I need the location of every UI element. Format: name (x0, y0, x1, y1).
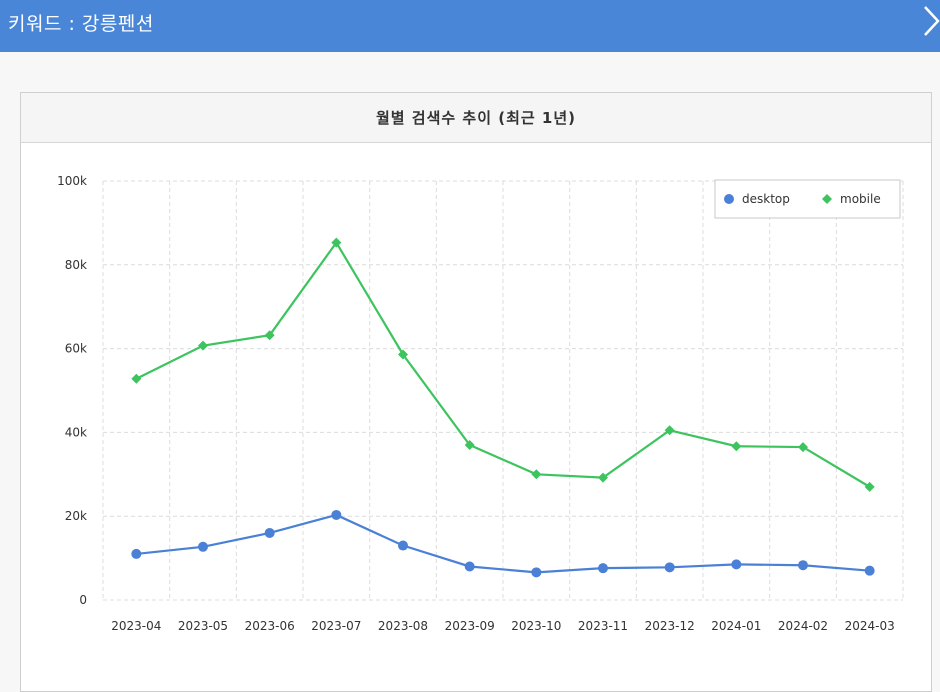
mobile-point (464, 439, 475, 450)
x-tick-label: 2023-08 (378, 619, 428, 633)
desktop-point (531, 567, 542, 578)
mobile-point (198, 340, 208, 351)
mobile-point (731, 441, 742, 452)
x-tick-label: 2023-05 (178, 619, 228, 633)
chevron-right-icon[interactable] (922, 4, 940, 38)
legend-box (714, 179, 901, 219)
mobile-point (531, 469, 542, 480)
desktop-point (398, 540, 408, 551)
desktop-point (198, 541, 208, 552)
x-tick-label: 2023-07 (311, 619, 361, 633)
desktop-point (264, 527, 275, 538)
desktop-point (731, 559, 742, 570)
mobile-legend-marker (822, 194, 832, 204)
y-tick-label: 80k (65, 258, 87, 272)
x-tick-label: 2023-11 (578, 619, 628, 633)
x-tick-label: 2023-04 (111, 619, 161, 633)
desktop-point (798, 560, 808, 571)
y-tick-label: 40k (65, 425, 87, 439)
mobile-legend-label: mobile (840, 192, 881, 206)
mobile-point (264, 330, 275, 341)
mobile-line (135, 240, 871, 488)
y-tick-label: 60k (65, 342, 87, 356)
y-tick-label: 20k (65, 509, 87, 523)
mobile-point (798, 442, 808, 453)
x-tick-label: 2023-10 (511, 619, 561, 633)
chart-title: 월별 검색수 추이 (최근 1년) (375, 109, 577, 127)
y-tick-label: 0 (79, 593, 87, 607)
desktop-point (131, 548, 142, 559)
desktop-legend-marker (724, 194, 734, 204)
chart-panel-header: 월별 검색수 추이 (최근 1년) (21, 93, 931, 143)
desktop-point (864, 565, 875, 576)
desktop-point (598, 563, 608, 574)
x-tick-label: 2024-03 (845, 619, 895, 633)
x-tick-label: 2024-01 (711, 619, 761, 633)
chart-panel: 월별 검색수 추이 (최근 1년) 0 20k 40k 60k 80k 100k 2023-… (20, 92, 932, 692)
desktop-line (136, 513, 870, 574)
mobile-point (398, 349, 408, 360)
keyword-title: 키워드 : 강릉펜션 (8, 13, 154, 35)
y-tick-label: 100k (57, 174, 87, 188)
x-tick-label: 2023-06 (245, 619, 295, 633)
mobile-point (664, 425, 675, 436)
desktop-point (664, 562, 675, 573)
desktop-point (464, 561, 475, 572)
desktop-legend-label: desktop (742, 192, 790, 206)
x-tick-label: 2023-09 (445, 619, 495, 633)
mobile-point (331, 237, 342, 248)
mobile-point (864, 481, 875, 492)
line-chart: 0 20k 40k 60k 80k 100k 2023-04 2023-05 2023-06 20… (57, 174, 904, 633)
mobile-point (598, 472, 608, 483)
keyword-header-bar: 키워드 : 강릉펜션 (0, 0, 940, 52)
x-tick-label: 2024-02 (778, 619, 828, 633)
desktop-point (331, 509, 342, 520)
x-tick-label: 2023-12 (645, 619, 695, 633)
mobile-point (131, 373, 142, 384)
